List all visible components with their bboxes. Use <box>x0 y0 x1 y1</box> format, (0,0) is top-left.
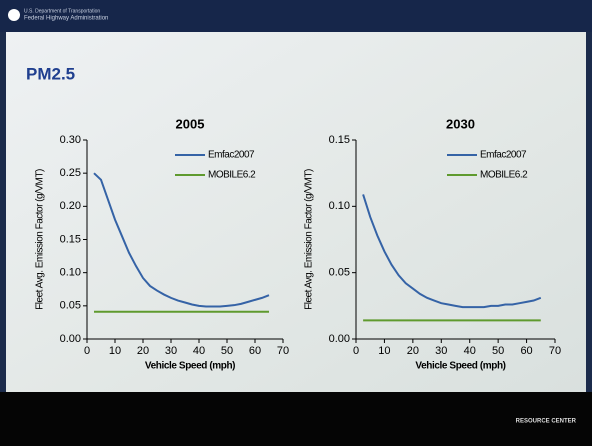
y-tick-label: 0.10 <box>329 200 350 212</box>
y-tick-label: 0.30 <box>60 134 81 146</box>
agency: U.S. Department of Transportation <box>24 8 100 14</box>
x-tick-label: 30 <box>165 345 177 357</box>
footer-bar <box>0 392 592 446</box>
y-tick-label: 0.00 <box>329 333 350 345</box>
y-axis-label: Fleet Avg. Emission Factor (g/VMT) <box>304 169 315 310</box>
x-tick-label: 50 <box>492 345 504 357</box>
y-axis-label: Fleet Avg. Emission Factor (g/VMT) <box>35 169 46 310</box>
x-tick-label: 20 <box>137 345 149 357</box>
x-tick-label: 20 <box>407 345 419 357</box>
chart-title: 2005 <box>176 116 205 131</box>
content-area <box>6 32 586 392</box>
x-tick-label: 10 <box>378 345 390 357</box>
x-tick-label: 70 <box>277 345 289 357</box>
chart-title: 2030 <box>446 116 475 131</box>
series-line <box>93 172 270 308</box>
footer-text: RESOURCE CENTER <box>516 419 577 425</box>
x-tick-label: 70 <box>549 345 561 357</box>
y-tick-label: 0.15 <box>329 134 350 146</box>
x-tick-label: 60 <box>249 345 261 357</box>
x-tick-label: 40 <box>193 345 205 357</box>
y-tick-label: 0.25 <box>60 167 81 179</box>
y-tick-label: 0.10 <box>60 267 81 279</box>
x-axis-label: Vehicle Speed (mph) <box>145 361 235 372</box>
x-axis-label: Vehicle Speed (mph) <box>415 361 505 372</box>
legend-label: MOBILE6.2 <box>480 170 528 181</box>
x-tick-label: 0 <box>353 345 359 357</box>
x-tick-label: 30 <box>435 345 447 357</box>
legend-label: Emfac2007 <box>480 150 527 161</box>
x-tick-label: 40 <box>464 345 476 357</box>
x-tick-label: 60 <box>520 345 532 357</box>
slide-title: PM2.5 <box>26 64 75 83</box>
y-tick-label: 0.00 <box>60 333 81 345</box>
legend-label: Emfac2007 <box>208 150 255 161</box>
series-line <box>362 194 542 309</box>
x-tick-label: 50 <box>221 345 233 357</box>
y-tick-label: 0.05 <box>60 300 81 312</box>
y-tick-label: 0.15 <box>60 233 81 245</box>
header-bar <box>0 0 592 32</box>
x-tick-label: 10 <box>109 345 121 357</box>
y-tick-label: 0.20 <box>60 200 81 212</box>
y-tick-label: 0.05 <box>329 267 350 279</box>
legend-label: MOBILE6.2 <box>208 170 256 181</box>
x-tick-label: 0 <box>84 345 90 357</box>
dot-logo <box>8 9 20 21</box>
administration: Federal Highway Administration <box>24 16 108 22</box>
